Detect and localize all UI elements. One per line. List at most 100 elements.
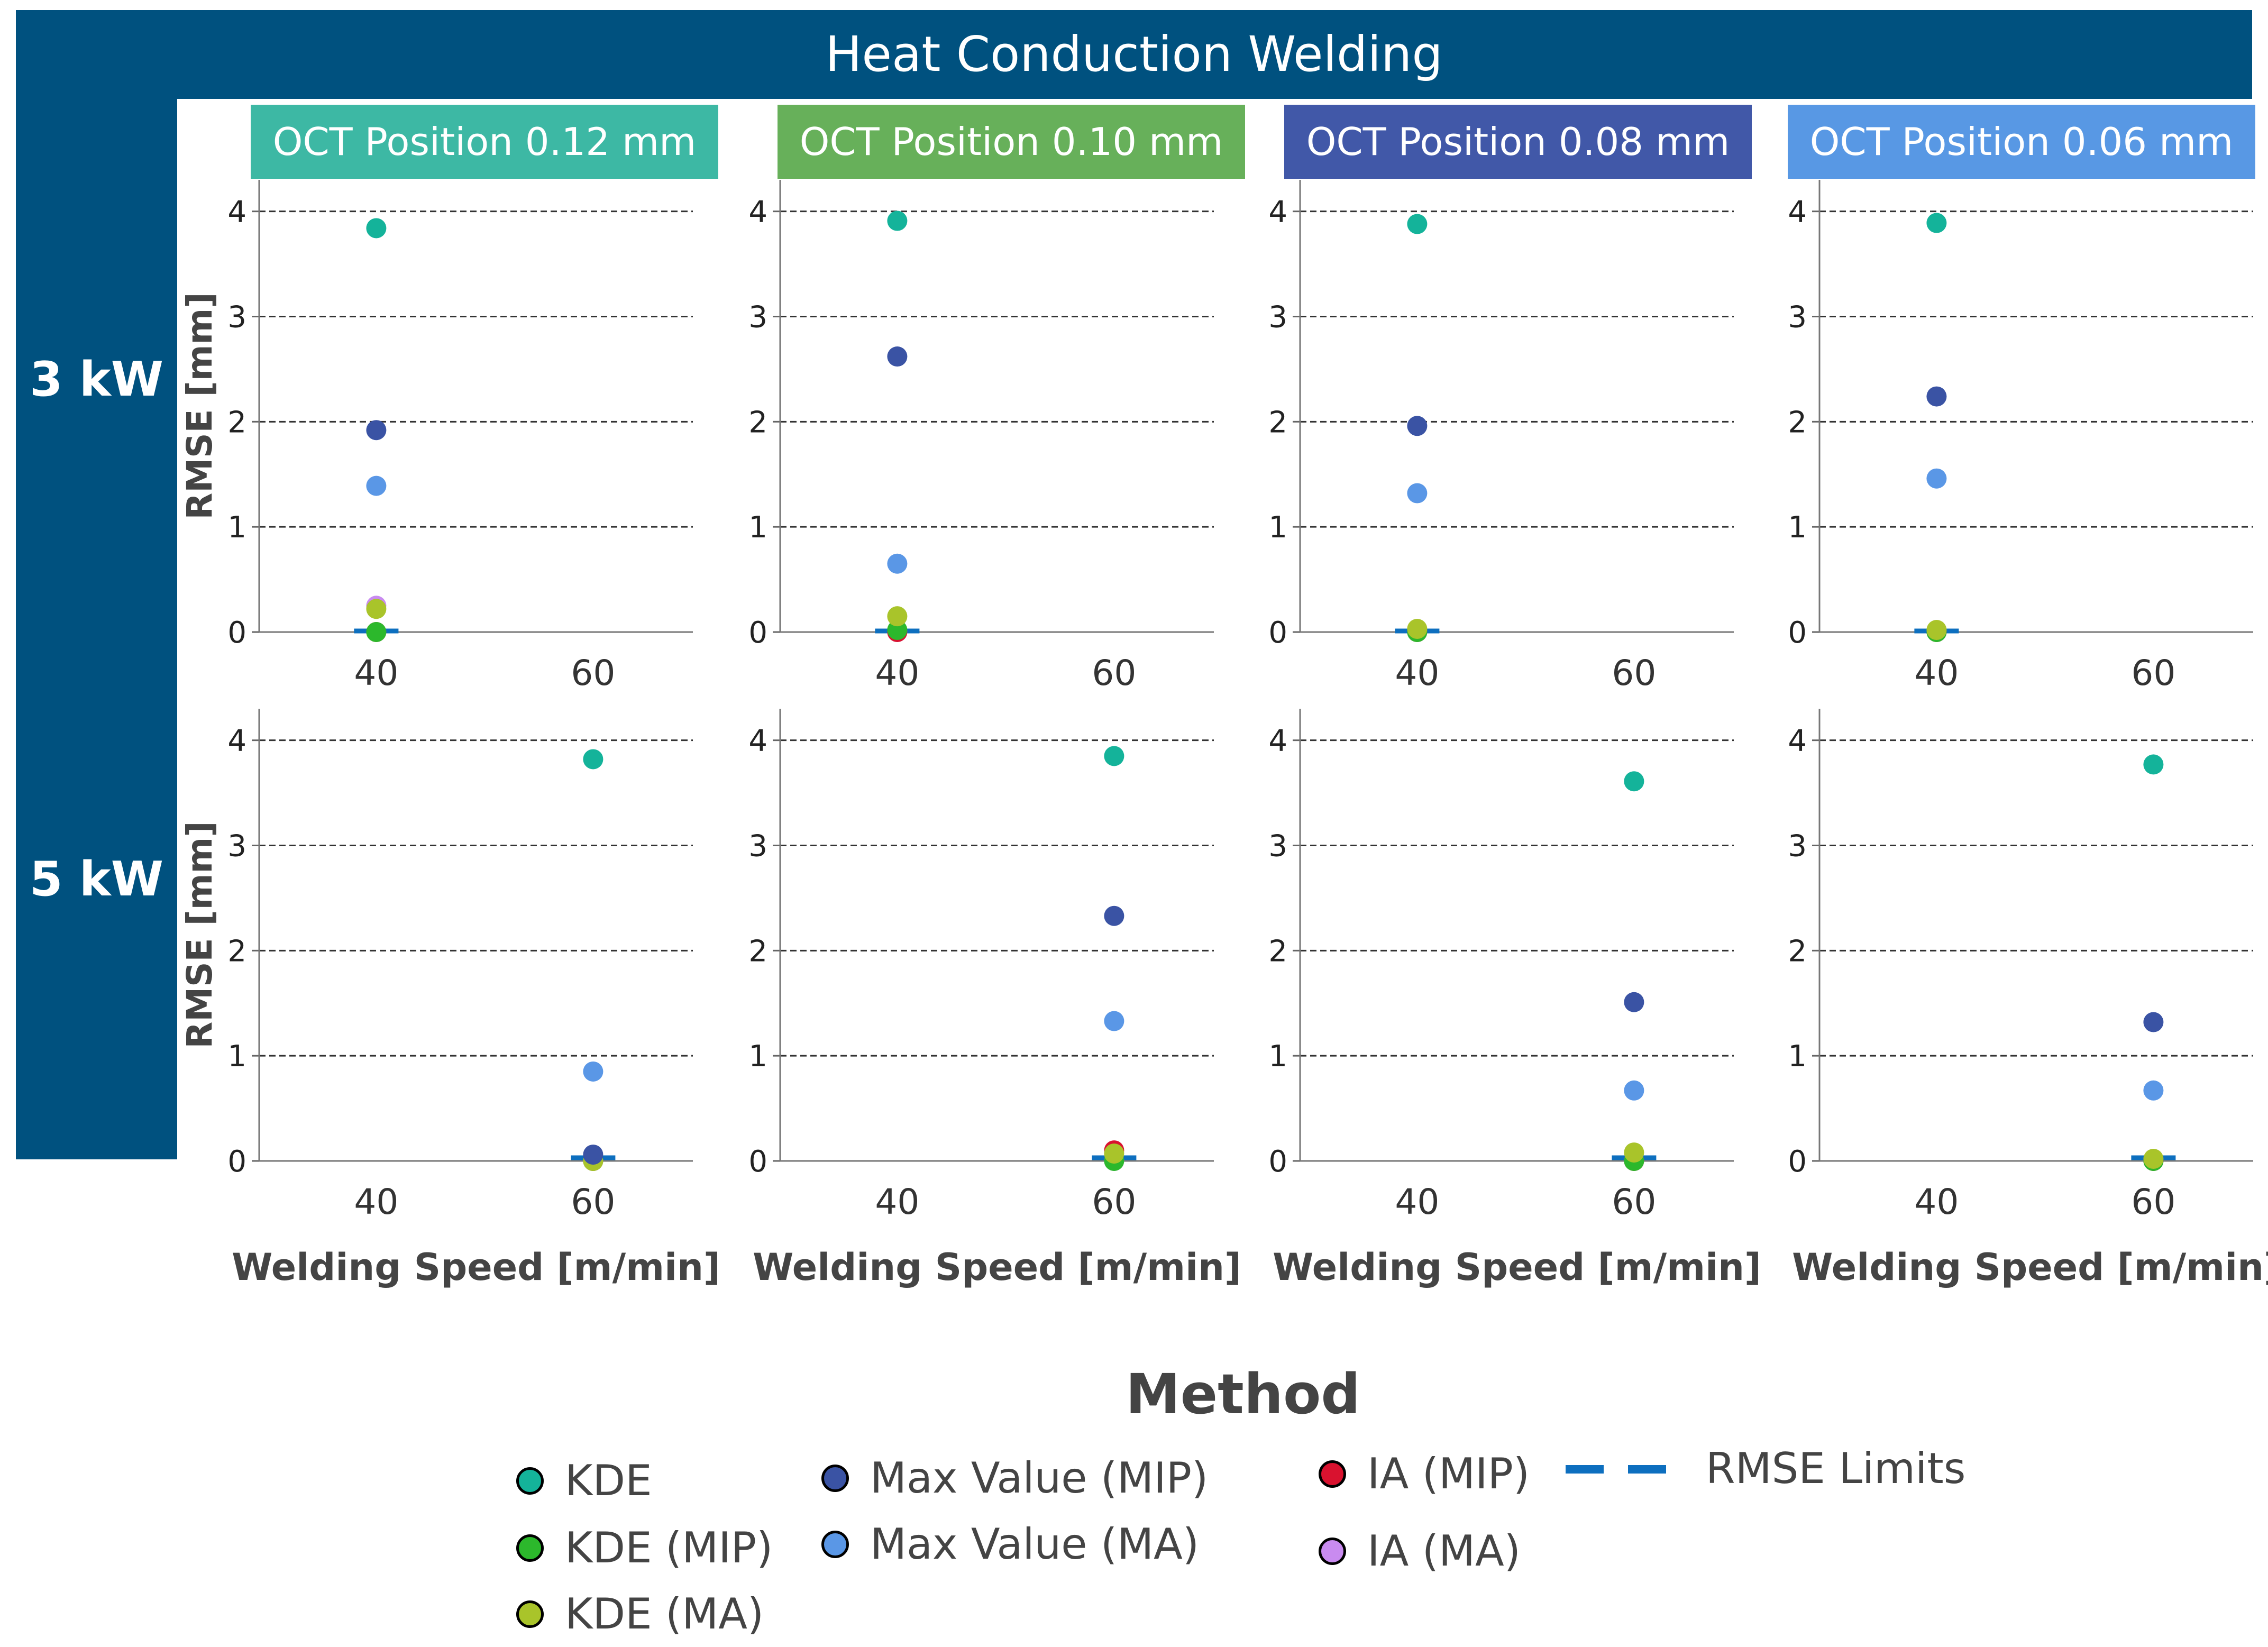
legend-item: KDE (MIP) [512,1519,988,1577]
x-tick-label: 60 [1612,653,1656,693]
x-tick-label: 60 [571,1182,615,1222]
legend-item: RMSE Limits [1566,1440,2042,1498]
legend-dot-icon [516,1534,544,1562]
y-tick-label: 1 [227,1039,246,1074]
y-tick-label: 0 [748,1145,767,1179]
x-tick-label: 40 [1395,653,1439,693]
data-point [2143,754,2164,775]
column-strip-oct-008: OCT Position 0.08 mm [1284,105,1752,179]
title-banner [16,10,2252,99]
y-tick-label: 0 [1268,1145,1287,1179]
y-tick-label: 4 [227,724,246,758]
x-tick-label: 60 [571,653,615,693]
y-tick-label: 3 [748,829,767,863]
y-tick-label: 0 [1268,616,1287,650]
y-tick-label: 4 [1268,195,1287,230]
data-point [1407,483,1428,504]
data-point [1104,1143,1124,1164]
y-tick-label: 4 [227,195,246,230]
legend-item: IA (MA) [1314,1522,1790,1580]
data-point [1926,386,1947,407]
row-label-bar [16,10,177,1159]
data-point [583,749,603,770]
data-point [2143,1080,2164,1101]
legend-item: Max Value (MIP) [817,1449,1293,1507]
data-point [1624,1142,1644,1163]
legend-item: KDE [512,1452,988,1510]
data-point [2143,1012,2164,1032]
legend-dot-icon [1319,1460,1346,1488]
y-tick-label: 3 [1788,300,1807,334]
legend-label: KDE [565,1456,652,1505]
legend-title: Method [1126,1362,1360,1426]
y-tick-label: 4 [1788,195,1807,230]
x-axis-label: Welding Speed [m/min] [1792,1246,2268,1289]
y-tick-label: 1 [1268,1039,1287,1074]
y-tick-label: 1 [1788,510,1807,545]
x-tick-label: 40 [354,653,398,693]
data-point [1407,214,1428,234]
y-tick-label: 2 [748,934,767,968]
y-tick-label: 3 [227,300,246,334]
column-strip-oct-012: OCT Position 0.12 mm [251,105,718,179]
x-tick-label: 40 [1914,1182,1959,1222]
data-point [1624,1080,1644,1101]
x-axis-label: Welding Speed [m/min] [753,1246,1241,1289]
row-label-3kw: 3 kW [29,352,164,407]
y-tick-label: 3 [748,300,767,334]
y-tick-label: 4 [748,724,767,758]
legend-dot-icon [516,1600,544,1628]
data-point [1407,619,1428,639]
x-tick-label: 40 [354,1182,398,1222]
x-tick-label: 40 [1395,1182,1439,1222]
data-point [366,218,387,239]
y-tick-label: 2 [1788,405,1807,440]
y-tick-label: 2 [748,405,767,440]
y-tick-label: 0 [748,616,767,650]
row-label-5kw: 5 kW [29,852,164,907]
legend-label: Max Value (MA) [870,1520,1200,1569]
x-tick-label: 60 [1092,1182,1136,1222]
x-tick-label: 60 [1612,1182,1656,1222]
y-tick-label: 4 [1268,724,1287,758]
legend-item: Max Value (MA) [817,1515,1293,1573]
legend-item: IA (MIP) [1314,1445,1790,1503]
legend-dot-icon [821,1531,849,1558]
legend-label: IA (MA) [1367,1526,1521,1576]
y-tick-label: 3 [227,829,246,863]
figure-title: Heat Conduction Welding [825,26,1443,83]
legend-item: KDE (MA) [512,1585,988,1643]
y-tick-label: 0 [227,1145,246,1179]
y-tick-label: 0 [1788,616,1807,650]
data-point [1926,620,1947,640]
data-point [583,1061,603,1082]
y-tick-label: 1 [227,510,246,545]
x-tick-label: 40 [1914,653,1959,693]
y-tick-label: 1 [1268,510,1287,545]
data-point [366,420,387,441]
y-tick-label: 2 [1268,934,1287,968]
legend-label: KDE (MIP) [565,1523,773,1572]
data-point [887,346,908,367]
legend-dot-icon [516,1467,544,1495]
y-tick-label: 3 [1268,829,1287,863]
y-tick-label: 2 [227,934,246,968]
data-point [366,475,387,496]
x-tick-label: 60 [2131,1182,2175,1222]
y-tick-label: 3 [1788,829,1807,863]
y-tick-label: 0 [227,616,246,650]
y-axis-label: RMSE [mm] [179,292,220,520]
data-point [887,211,908,231]
data-point [366,599,387,619]
y-tick-label: 0 [1788,1145,1807,1179]
data-point [2143,1149,2164,1169]
legend-dot-icon [1319,1538,1346,1565]
data-point [1104,746,1124,766]
x-axis-label: Welding Speed [m/min] [232,1246,720,1289]
data-point [1926,468,1947,489]
x-tick-label: 60 [1092,653,1136,693]
y-axis-label: RMSE [mm] [179,821,220,1049]
legend-label: RMSE Limits [1706,1444,1966,1493]
y-tick-label: 1 [1788,1039,1807,1074]
